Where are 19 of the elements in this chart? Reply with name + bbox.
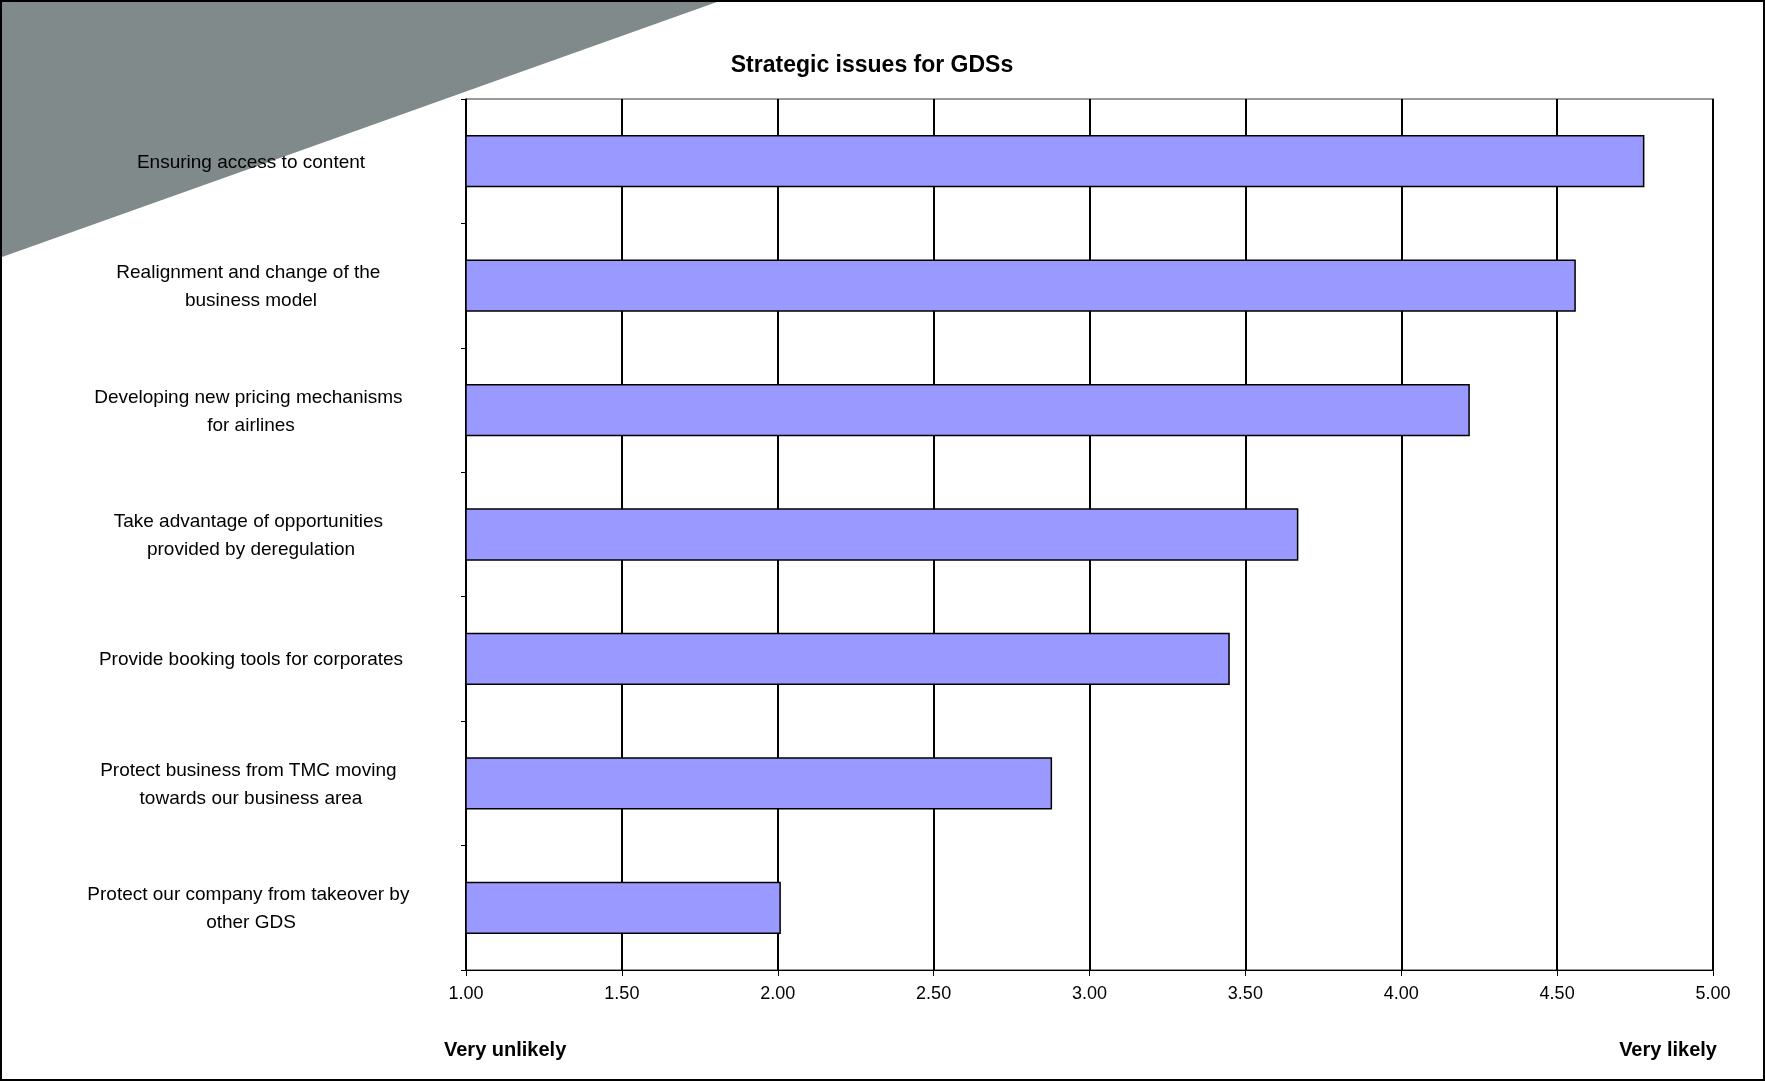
x-tick-label: 4.50 xyxy=(1539,983,1575,1003)
x-tick-label: 2.50 xyxy=(916,983,952,1003)
x-tick-label: 4.00 xyxy=(1383,983,1419,1003)
text: Very unlikely xyxy=(444,1038,567,1061)
x-tick-label: 1.50 xyxy=(604,983,640,1003)
y-tick-label: Realignment and change of the business model xyxy=(116,261,386,311)
x-tick-label: 3.50 xyxy=(1227,983,1263,1003)
text: Very likely xyxy=(1619,1038,1717,1061)
x-tick-label: 5.00 xyxy=(1695,983,1731,1003)
x-tick-label: 1.00 xyxy=(448,983,484,1003)
y-tick-label: Take advantage of opportunities provided by deregulation xyxy=(113,510,389,559)
x-tick-label: 3.00 xyxy=(1071,983,1108,1003)
x-tick-label: 2.00 xyxy=(760,983,796,1003)
y-tick-label: Protect business from TMC moving towards our business area xyxy=(100,758,402,808)
y-tick-label: Provide booking tools for corporates xyxy=(98,648,404,670)
y-tick-label: Ensuring access to content xyxy=(136,150,366,172)
y-tick-label: Protect our company from takeover by other GDS xyxy=(87,883,415,933)
chart-title: Strategic issues for GDSs xyxy=(730,50,1014,77)
y-tick-label: Developing new pricing mechanisms for airlines xyxy=(94,385,408,435)
